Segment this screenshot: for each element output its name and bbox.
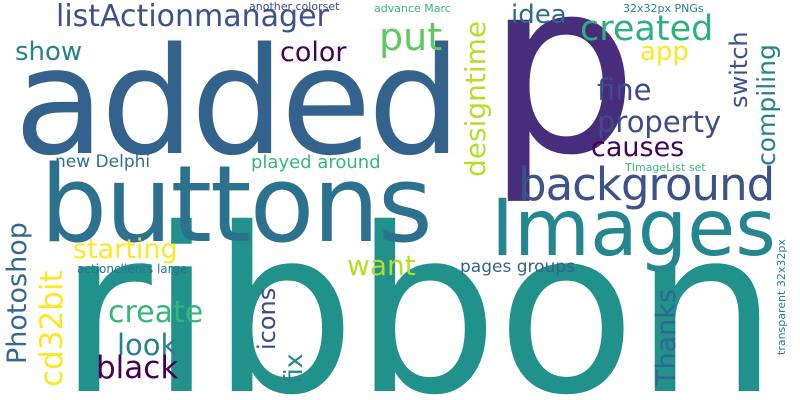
word-create: create xyxy=(108,295,204,330)
word-put: put xyxy=(379,15,443,59)
word-added: added xyxy=(14,16,462,188)
word-32x32px-pngs: 32x32px PNGs xyxy=(623,2,704,15)
word-fix: fix xyxy=(279,353,308,384)
word-black: black xyxy=(96,350,179,386)
word-created: created xyxy=(580,9,714,49)
word-images: Images xyxy=(491,184,776,274)
word-switch: switch xyxy=(725,31,753,108)
word-played-around: played around xyxy=(251,152,381,173)
word-thanks: Thanks xyxy=(651,289,682,386)
word-fine: fine xyxy=(597,73,652,107)
word-buttons: buttons xyxy=(40,143,433,266)
word-want: want xyxy=(347,249,416,282)
word-background: background xyxy=(518,158,775,211)
word-listactionmanager: listActionmanager xyxy=(56,0,329,34)
word-advance-marc: advance Marc xyxy=(374,2,451,15)
word-timagelist-set: TImageList set xyxy=(625,161,706,174)
word-cd32bit: cd32bit xyxy=(34,270,70,387)
word-look: look xyxy=(117,328,178,362)
word-photoshop: Photoshop xyxy=(2,222,33,364)
word-pages-groups: pages groups xyxy=(460,257,575,277)
word-causes: causes xyxy=(591,132,685,163)
word-transparent: transparent 32x32px xyxy=(775,239,788,355)
word-compiling: compiling xyxy=(752,44,781,166)
word-color: color xyxy=(280,37,347,68)
word-icons: icons xyxy=(253,287,281,350)
word-idea: idea xyxy=(511,0,567,30)
word-p: p xyxy=(486,0,639,208)
word-app: app xyxy=(640,37,689,67)
word-starting: starting xyxy=(73,234,178,265)
word-designtime: designtime xyxy=(459,20,492,177)
word-show: show xyxy=(15,37,83,67)
word-new-delphi: new Delphi xyxy=(55,152,151,172)
word-ribbon: ribbon xyxy=(58,179,779,400)
word-actionclients-large: actionclients large xyxy=(77,262,188,276)
word-another-colorset: another colorset xyxy=(249,0,340,13)
word-property: property xyxy=(597,105,722,139)
